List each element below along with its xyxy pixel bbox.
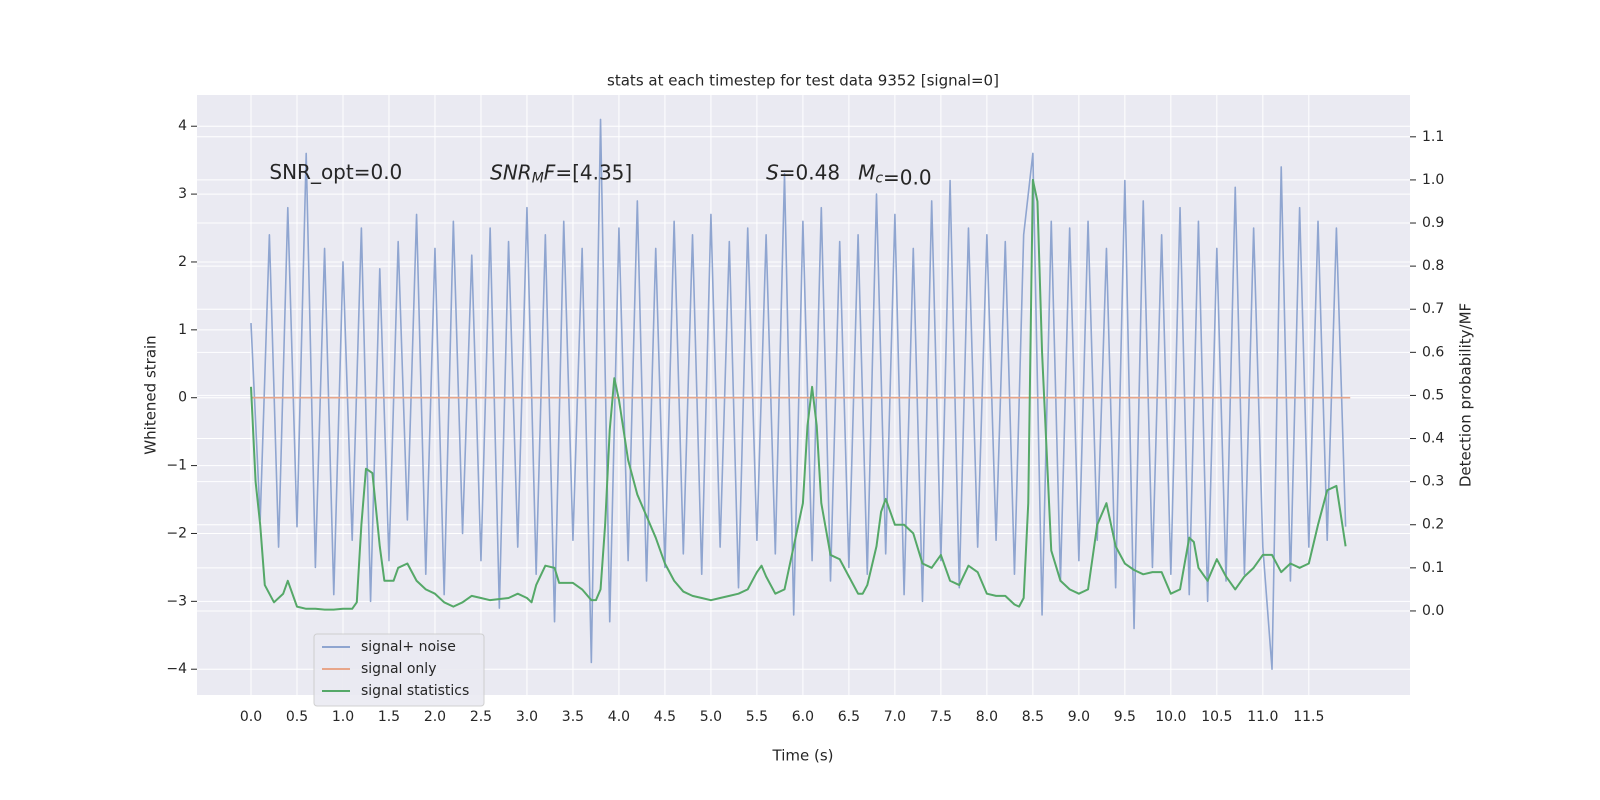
x-tick-label: 6.5: [838, 709, 860, 725]
y2-tick-label: 0.4: [1422, 431, 1444, 447]
annotation: SNRMF=[4.35]: [490, 160, 632, 187]
y2-tick-label: 0.5: [1422, 387, 1444, 403]
y2-tick-label: 1.1: [1422, 129, 1444, 145]
annotation: SNR_opt=0.0: [269, 160, 402, 184]
legend-box: [313, 633, 485, 707]
series-line: [250, 118, 1347, 671]
annotation: Mc=0.0: [858, 160, 932, 189]
x-tick-label: 8.5: [1022, 709, 1044, 725]
y-tick-label: 4: [178, 118, 187, 134]
x-tick-label: 4.5: [654, 709, 676, 725]
x-tick-label: 1.0: [332, 709, 354, 725]
x-tick-label: 0.0: [240, 709, 262, 725]
y-tick-label: −4: [166, 661, 187, 677]
x-tick-label: 1.5: [378, 709, 400, 725]
legend: signal+ noise signal only signal statistic…: [313, 633, 485, 707]
y2-tick-label: 0.3: [1422, 474, 1444, 490]
x-tick-label: 7.5: [930, 709, 952, 725]
y-tick-label: −2: [166, 525, 187, 541]
y-tick-label: −1: [166, 458, 187, 474]
series-line: [249, 178, 1347, 611]
x-tick-label: 7.0: [884, 709, 906, 725]
y2-tick-label: 0.1: [1422, 560, 1444, 576]
x-tick-label: 5.5: [746, 709, 768, 725]
x-tick-label: 9.0: [1068, 709, 1090, 725]
y-tick-label: 1: [178, 322, 187, 338]
x-tick-label: 8.0: [976, 709, 998, 725]
legend-label: signal only: [361, 661, 436, 677]
y2-tick-label: 0.7: [1422, 301, 1444, 317]
x-tick-label: 3.0: [516, 709, 538, 725]
y2-tick-label: 0.2: [1422, 517, 1444, 533]
y2-axis-label: Detection probability/MF: [1457, 303, 1475, 487]
y2-tick-label: 1.0: [1422, 172, 1444, 188]
legend-label: signal statistics: [361, 683, 469, 699]
x-tick-label: 2.5: [470, 709, 492, 725]
y-tick-label: 0: [178, 390, 187, 406]
x-tick-label: 10.5: [1201, 709, 1232, 725]
x-tick-label: 11.0: [1247, 709, 1278, 725]
y2-tick-label: 0.8: [1422, 258, 1444, 274]
x-tick-label: 5.0: [700, 709, 722, 725]
x-tick-label: 0.5: [286, 709, 308, 725]
chart-title: stats at each timestep for test data 935…: [607, 72, 999, 90]
y2-tick-label: 0.9: [1422, 215, 1444, 231]
y-tick-label: 2: [178, 254, 187, 270]
x-tick-label: 9.5: [1114, 709, 1136, 725]
x-tick-label: 4.0: [608, 709, 630, 725]
x-tick-label: 10.0: [1155, 709, 1186, 725]
y-tick-label: −3: [166, 593, 187, 609]
annotation: S=0.48: [766, 160, 840, 184]
x-axis-label: Time (s): [772, 747, 834, 765]
x-tick-label: 11.5: [1293, 709, 1324, 725]
y-tick-label: 3: [178, 186, 187, 202]
y2-tick-label: 0.6: [1422, 344, 1444, 360]
x-tick-label: 3.5: [562, 709, 584, 725]
y-axis-label: Whitened strain: [142, 335, 160, 454]
legend-label: signal+ noise: [361, 639, 456, 655]
x-tick-label: 6.0: [792, 709, 814, 725]
x-tick-label: 2.0: [424, 709, 446, 725]
y2-tick-label: 0.0: [1422, 603, 1444, 619]
